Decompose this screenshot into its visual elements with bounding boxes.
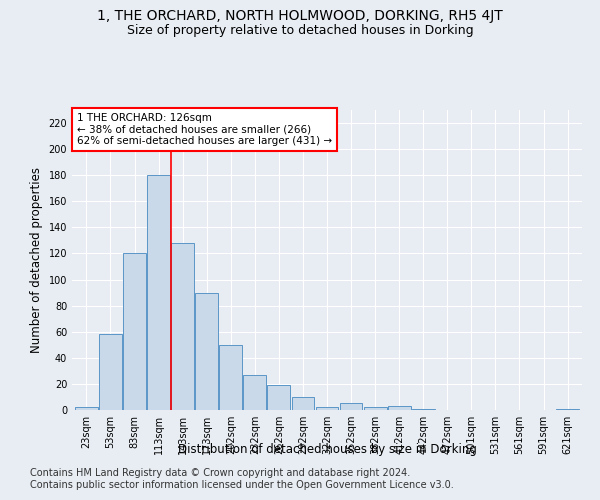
- Text: Size of property relative to detached houses in Dorking: Size of property relative to detached ho…: [127, 24, 473, 37]
- Bar: [99, 334, 122, 410]
- Text: 1 THE ORCHARD: 126sqm
← 38% of detached houses are smaller (266)
62% of semi-det: 1 THE ORCHARD: 126sqm ← 38% of detached …: [77, 113, 332, 146]
- Bar: [220, 345, 242, 410]
- Bar: [244, 375, 266, 410]
- Text: Contains HM Land Registry data © Crown copyright and database right 2024.: Contains HM Land Registry data © Crown c…: [30, 468, 410, 477]
- Bar: [340, 404, 362, 410]
- Text: Distribution of detached houses by size in Dorking: Distribution of detached houses by size …: [178, 442, 476, 456]
- Y-axis label: Number of detached properties: Number of detached properties: [30, 167, 43, 353]
- Bar: [147, 175, 170, 410]
- Bar: [412, 408, 434, 410]
- Bar: [123, 254, 146, 410]
- Bar: [316, 408, 338, 410]
- Bar: [171, 243, 194, 410]
- Text: Contains public sector information licensed under the Open Government Licence v3: Contains public sector information licen…: [30, 480, 454, 490]
- Text: 1, THE ORCHARD, NORTH HOLMWOOD, DORKING, RH5 4JT: 1, THE ORCHARD, NORTH HOLMWOOD, DORKING,…: [97, 9, 503, 23]
- Bar: [556, 408, 579, 410]
- Bar: [292, 397, 314, 410]
- Bar: [268, 385, 290, 410]
- Bar: [364, 408, 386, 410]
- Bar: [75, 408, 98, 410]
- Bar: [195, 292, 218, 410]
- Bar: [388, 406, 410, 410]
